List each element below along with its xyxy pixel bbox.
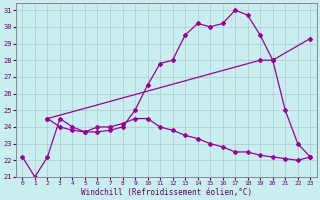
X-axis label: Windchill (Refroidissement éolien,°C): Windchill (Refroidissement éolien,°C) xyxy=(81,188,252,197)
